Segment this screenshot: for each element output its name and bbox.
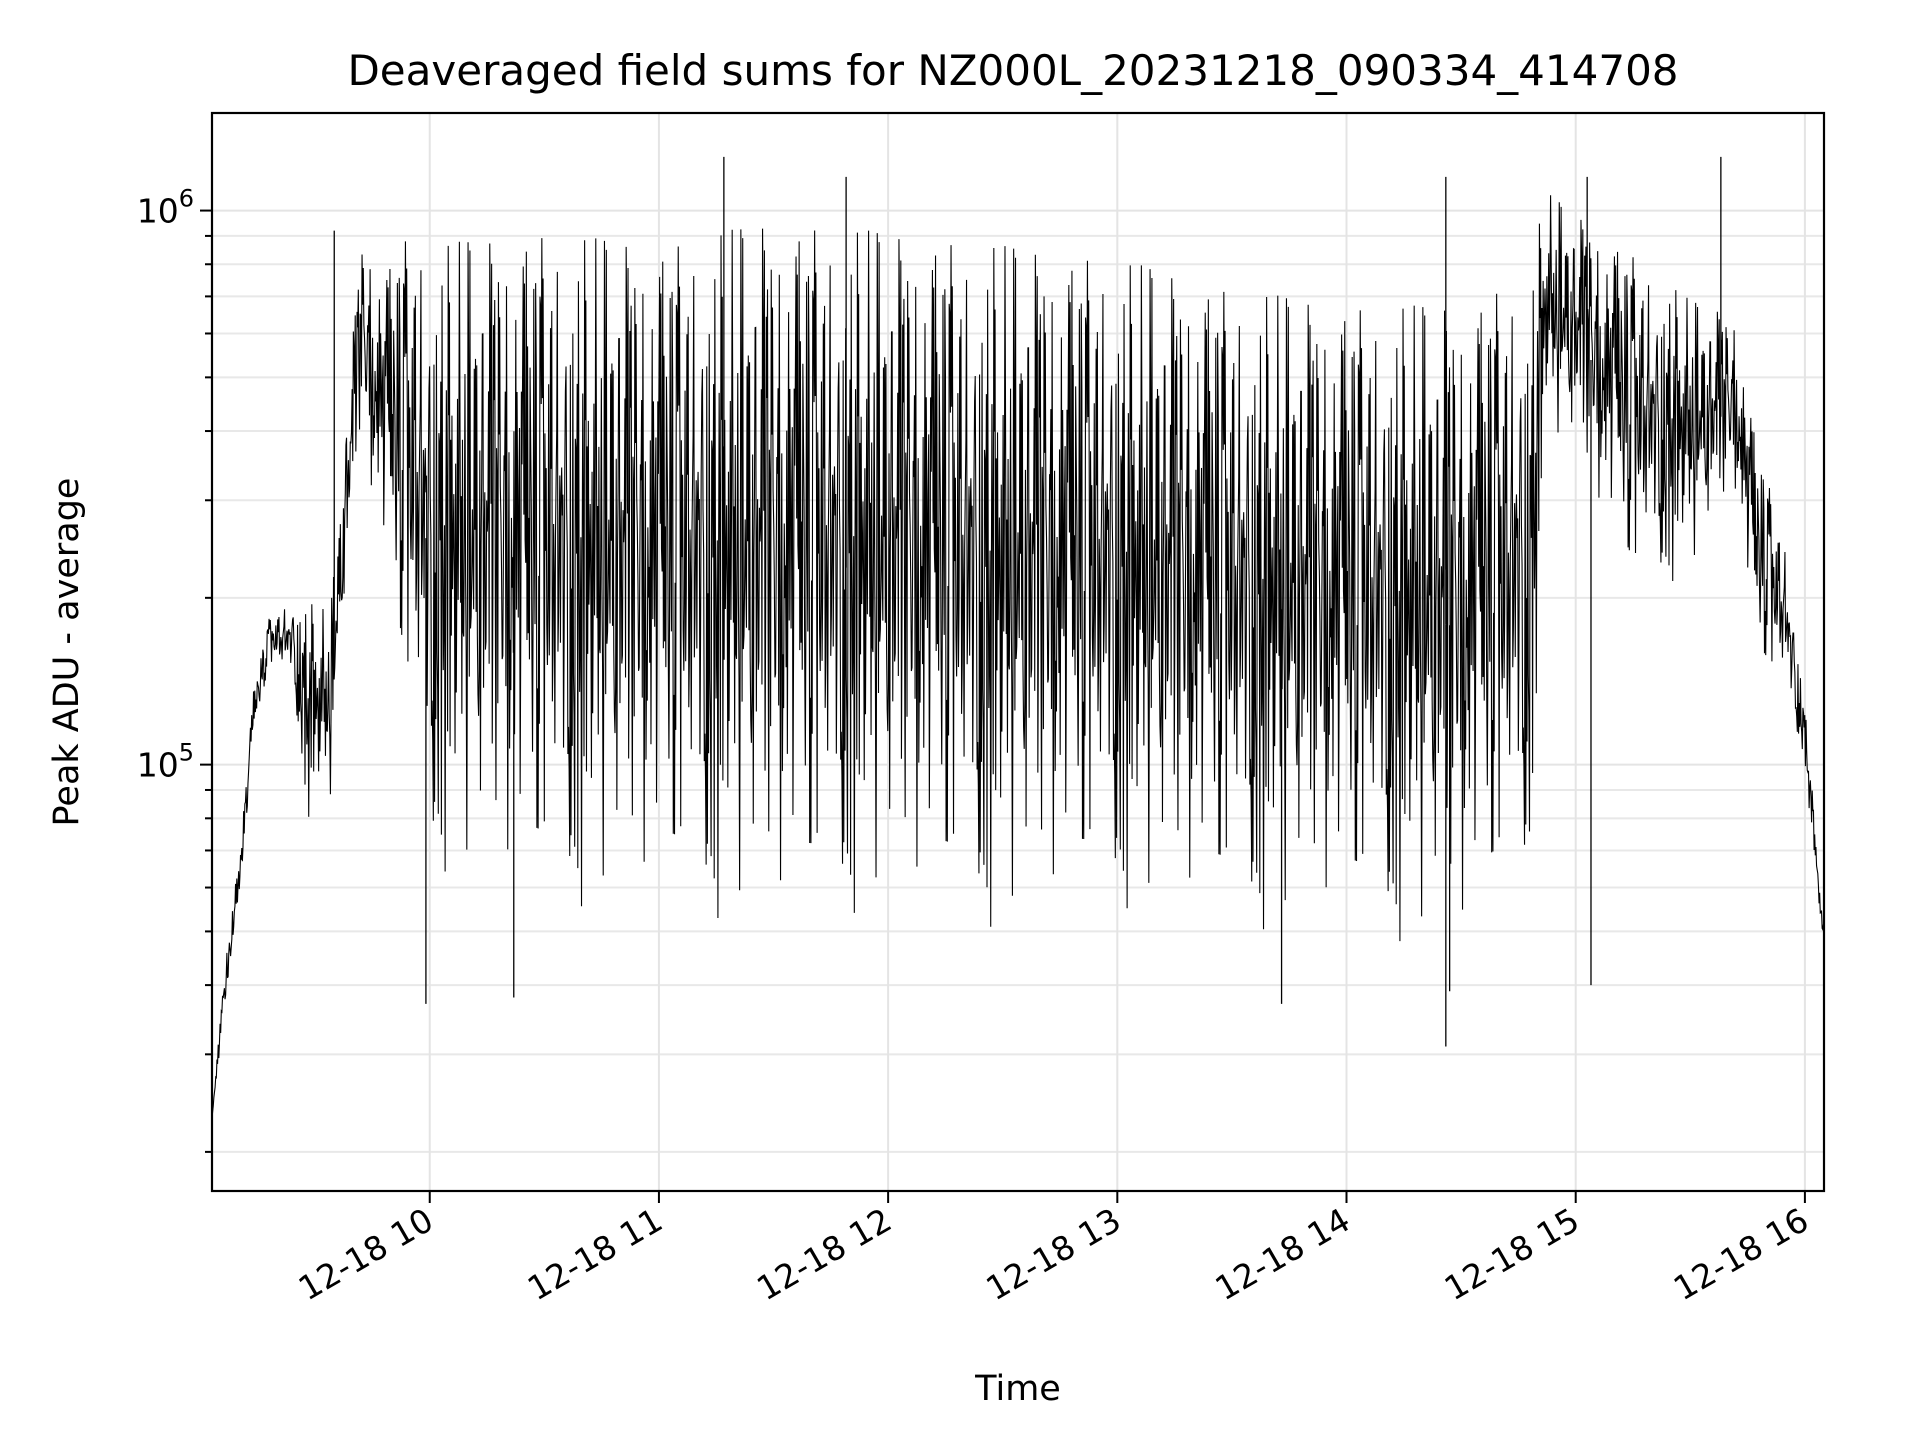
series-line	[211, 195, 1825, 1119]
x-axis-label: Time	[974, 1369, 1061, 1409]
y-axis-label: Peak ADU - average	[47, 478, 87, 827]
y-tick-label: 106	[137, 185, 194, 231]
y-tick-label: 105	[137, 739, 194, 785]
plot-frame	[210, 111, 1826, 1193]
chart-title: Deaveraged field sums for NZ000L_2023121…	[347, 46, 1678, 95]
series-layer	[211, 156, 1825, 1119]
